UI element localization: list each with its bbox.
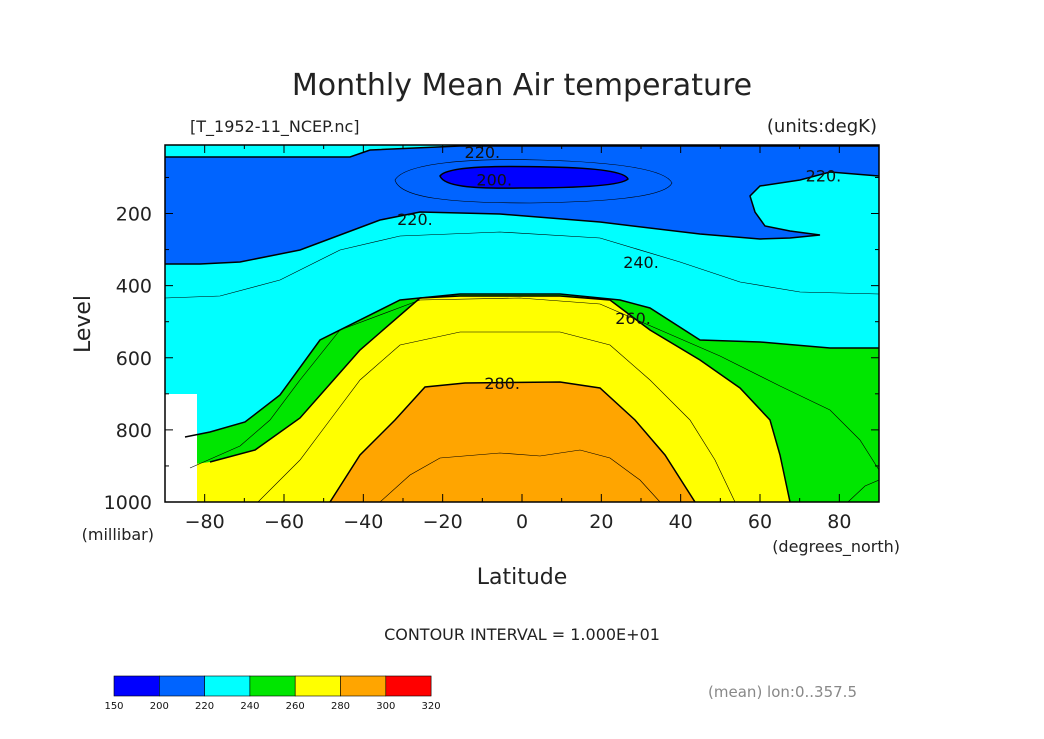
missing-data: [165, 394, 197, 502]
colorbar-swatch: [204, 675, 251, 697]
contour-label: 220.: [806, 167, 842, 186]
colorbar-label: 320: [422, 701, 441, 712]
line-200: [439, 165, 629, 189]
y-tick-label: 1000: [104, 492, 152, 514]
colorbar-swatch: [113, 675, 160, 697]
y-units-label: (millibar): [82, 525, 154, 544]
colorbar-swatch: [159, 675, 205, 697]
line-220-top: [165, 145, 879, 158]
colorbar-label: 260: [286, 701, 305, 712]
line-240: [184, 293, 879, 438]
contour-label: 200.: [476, 170, 512, 189]
y-tick-label: 600: [116, 348, 152, 370]
y-tick-label: 800: [116, 420, 152, 442]
x-axis: −80 −60 −40 −20 0 20 40 60 80: [164, 145, 880, 533]
x-tick-label: 40: [669, 511, 693, 533]
chart-title: Monthly Mean Air temperature: [292, 68, 752, 103]
line-220: [165, 171, 879, 265]
colorbar-label: 300: [376, 701, 395, 712]
x-tick-label: −40: [343, 511, 383, 533]
colorbar-swatch: [340, 675, 387, 697]
y-tick-label: 200: [116, 204, 152, 226]
fill-200-220: [165, 146, 879, 264]
x-tick-label: 20: [589, 511, 613, 533]
contour-label: 240.: [623, 253, 659, 272]
line-210: [394, 159, 673, 204]
y-axis: 200 400 600 800 1000: [104, 176, 879, 514]
colorbar-swatch: [385, 675, 432, 697]
x-tick-label: −80: [185, 511, 225, 533]
x-axis-label: Latitude: [477, 565, 568, 590]
line-250: [189, 297, 879, 471]
colorbar-swatch: [249, 675, 296, 697]
contour-label: 220.: [465, 143, 501, 162]
line-270: [257, 331, 736, 502]
footer-note: (mean) lon:0..357.5: [708, 683, 857, 701]
line-290: [379, 449, 661, 502]
fill-280-300: [330, 382, 695, 502]
colorbar-label: 150: [104, 701, 123, 712]
contour-fill: [165, 145, 879, 502]
contour-label: 260.: [615, 309, 651, 328]
units-label: (units:degK): [767, 116, 877, 137]
contour-label: 280.: [484, 374, 520, 393]
y-tick-label: 400: [116, 276, 152, 298]
contour-lines: [165, 145, 879, 502]
x-tick-label: 60: [748, 511, 772, 533]
file-label: [T_1952-11_NCEP.nc]: [190, 117, 360, 137]
colorbar-label: 240: [240, 701, 259, 712]
line-280: [329, 381, 696, 502]
contour-labels: 200. 220. 220. 220. 240. 260. 280.: [397, 143, 841, 393]
x-tick-label: −20: [423, 511, 463, 533]
x-tick-label: −60: [264, 511, 304, 533]
contour-label: 220.: [397, 210, 433, 229]
y-axis-label: Level: [71, 295, 96, 353]
colorbar-label: 280: [331, 701, 350, 712]
colorbar-swatch: [294, 675, 341, 697]
x-tick-label: 0: [516, 511, 528, 533]
x-tick-label: 80: [827, 511, 851, 533]
line-230: [165, 231, 879, 299]
colorbar-label: 200: [150, 701, 169, 712]
colorbar-label: 220: [195, 701, 214, 712]
line-260: [209, 295, 791, 502]
contour-interval: CONTOUR INTERVAL = 1.000E+01: [384, 625, 660, 644]
x-units-label: (degrees_north): [772, 537, 900, 557]
colorbar: 150 200 220 240 260 280 300 320: [104, 675, 441, 712]
line-290-right: [847, 479, 879, 502]
fill-below-200: [440, 166, 628, 189]
